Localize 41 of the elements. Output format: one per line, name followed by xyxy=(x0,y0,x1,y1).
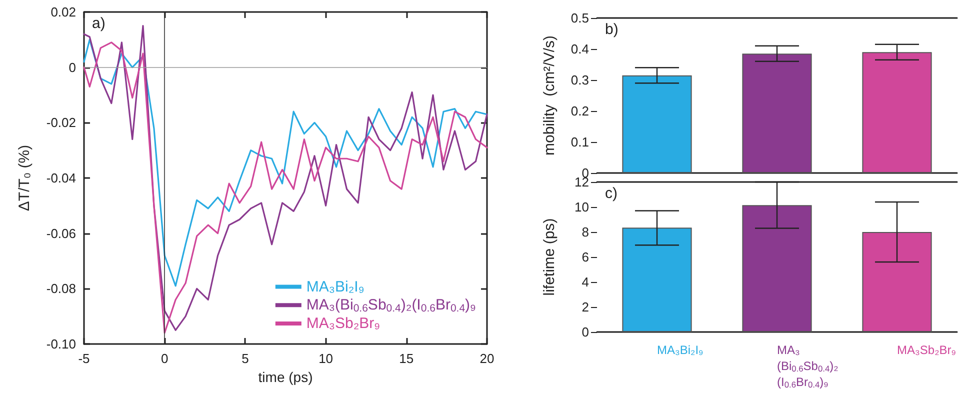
bar xyxy=(862,52,932,173)
x-tick-label: -5 xyxy=(78,351,90,366)
x-tick-label: 0 xyxy=(160,351,168,366)
y-axis-title: ΔT/T₀ (%) xyxy=(16,144,33,212)
x-tick-label: 15 xyxy=(399,351,414,366)
y-tick-label: 0.2 xyxy=(570,104,589,118)
bar xyxy=(862,232,932,332)
y-tick-label: 0.02 xyxy=(50,4,76,20)
x-axis-title: time (ps) xyxy=(258,368,313,385)
y-tick-label: 0.3 xyxy=(570,72,589,88)
bar xyxy=(742,54,812,173)
y-tick-label: -0.04 xyxy=(46,170,76,186)
legend-label: MA₃Sb₂Br₉ xyxy=(306,315,380,332)
y-tick-label: 0 xyxy=(68,60,76,75)
x-tick-label: 5 xyxy=(242,351,249,366)
y-tick-label: 0.4 xyxy=(570,42,589,56)
x-tick-label: 20 xyxy=(480,351,494,366)
x-tick-label: MA₃Sb₂Br₉ xyxy=(897,343,956,357)
y-tick-label: 0 xyxy=(582,324,589,340)
bar xyxy=(622,75,692,173)
annotation: b) xyxy=(605,21,618,38)
y-tick-label: -0.08 xyxy=(46,281,76,296)
y-tick-label: 10 xyxy=(574,200,589,214)
y-tick-label: -0.02 xyxy=(46,115,76,130)
y-axis-title: lifetime (ps) xyxy=(541,218,558,296)
x-tick-label: 10 xyxy=(318,351,334,366)
annotation: a) xyxy=(92,15,106,32)
y-axis-title: mobility (cm²/V/s) xyxy=(541,35,558,156)
bar xyxy=(742,205,812,332)
x-tick-label: MA₃Bi₂I₉ xyxy=(657,343,704,357)
y-tick-label: 6 xyxy=(582,250,589,264)
y-tick-label: 4 xyxy=(582,274,589,290)
legend-label: MA₃Bi₂I₉ xyxy=(306,278,364,296)
y-tick-label: 8 xyxy=(582,224,589,240)
y-tick-label: -0.10 xyxy=(46,336,76,352)
y-tick-label: -0.06 xyxy=(46,226,76,241)
bar xyxy=(622,228,692,332)
y-tick-label: 2 xyxy=(582,300,589,314)
annotation: c) xyxy=(605,185,618,202)
y-tick-label: 0.5 xyxy=(570,10,589,26)
y-tick-label: 0.1 xyxy=(570,134,589,150)
